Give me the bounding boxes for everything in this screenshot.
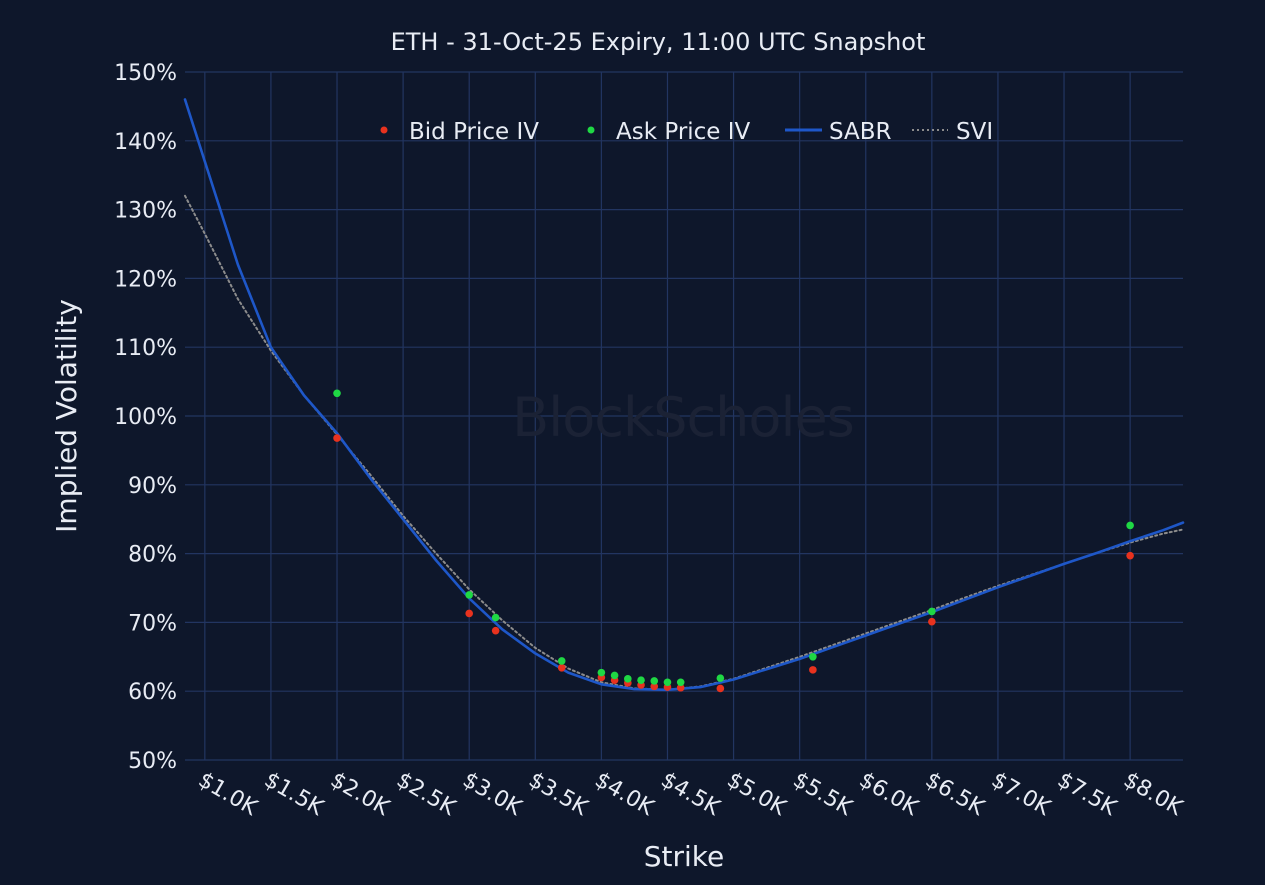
ask-iv-point xyxy=(597,668,606,677)
ask-iv-point xyxy=(928,607,936,616)
ask-iv-point xyxy=(610,671,619,680)
ask-iv-point xyxy=(716,674,725,682)
y-tick-label: 50% xyxy=(128,749,177,774)
y-tick-label: 120% xyxy=(114,267,177,292)
legend-bid-label: Bid Price IV xyxy=(409,119,539,145)
y-tick-label: 130% xyxy=(114,199,177,224)
legend-item-svi[interactable]: SVI xyxy=(912,119,993,145)
bid-iv-point xyxy=(557,664,566,672)
watermark-logo: BlockScholes xyxy=(512,386,854,449)
y-tick-label: 80% xyxy=(128,543,177,568)
bid-iv-point xyxy=(676,683,685,692)
y-axis-ticks: 50% 60% 70% 80% 90% 100% 110% 120% 130% 140% 150% xyxy=(114,61,177,774)
legend[interactable]: Bid Price IV Ask Price IV SABR SVI xyxy=(380,119,994,145)
legend-item-bid[interactable]: Bid Price IV xyxy=(380,119,540,145)
bid-iv-point xyxy=(465,609,473,618)
bid-iv-point xyxy=(1126,551,1134,560)
y-tick-label: 90% xyxy=(128,474,177,499)
legend-ask-marker xyxy=(587,126,595,134)
ask-iv-point xyxy=(465,591,473,599)
ask-iv-point xyxy=(637,676,645,684)
legend-bid-marker xyxy=(380,126,388,134)
ask-iv-point xyxy=(676,678,685,687)
y-tick-label: 110% xyxy=(114,336,177,361)
legend-item-ask[interactable]: Ask Price IV xyxy=(587,119,751,145)
y-tick-label: 150% xyxy=(114,61,177,86)
y-tick-label: 140% xyxy=(114,130,177,155)
legend-item-sabr[interactable]: SABR xyxy=(785,119,892,145)
grid-lines xyxy=(185,71,1183,761)
bid-iv-point xyxy=(928,617,936,626)
legend-svi-label: SVI xyxy=(956,119,993,145)
ask-iv-point xyxy=(624,675,632,683)
ask-iv-point xyxy=(650,677,659,685)
bid-iv-point xyxy=(650,682,659,691)
x-axis-title: Strike xyxy=(644,840,725,873)
y-axis-title: Implied Volatility xyxy=(50,299,83,533)
bid-iv-point xyxy=(716,684,725,693)
y-tick-label: 100% xyxy=(114,405,177,430)
ask-iv-point xyxy=(1126,521,1134,530)
legend-ask-label: Ask Price IV xyxy=(616,119,751,145)
bid-iv-point xyxy=(809,666,817,674)
ask-iv-point xyxy=(491,613,500,622)
bid-iv-point xyxy=(333,434,341,442)
y-tick-label: 70% xyxy=(128,611,177,636)
chart-title: ETH - 31-Oct-25 Expiry, 11:00 UTC Snapsh… xyxy=(391,28,926,56)
ask-iv-point xyxy=(809,653,817,661)
ask-iv-point xyxy=(663,678,672,687)
legend-sabr-label: SABR xyxy=(829,119,892,145)
ask-iv-point xyxy=(557,657,566,665)
ask-iv-point xyxy=(333,389,341,398)
bid-iv-point xyxy=(491,626,500,635)
plot-series xyxy=(183,98,1185,693)
y-tick-label: 60% xyxy=(128,680,177,705)
